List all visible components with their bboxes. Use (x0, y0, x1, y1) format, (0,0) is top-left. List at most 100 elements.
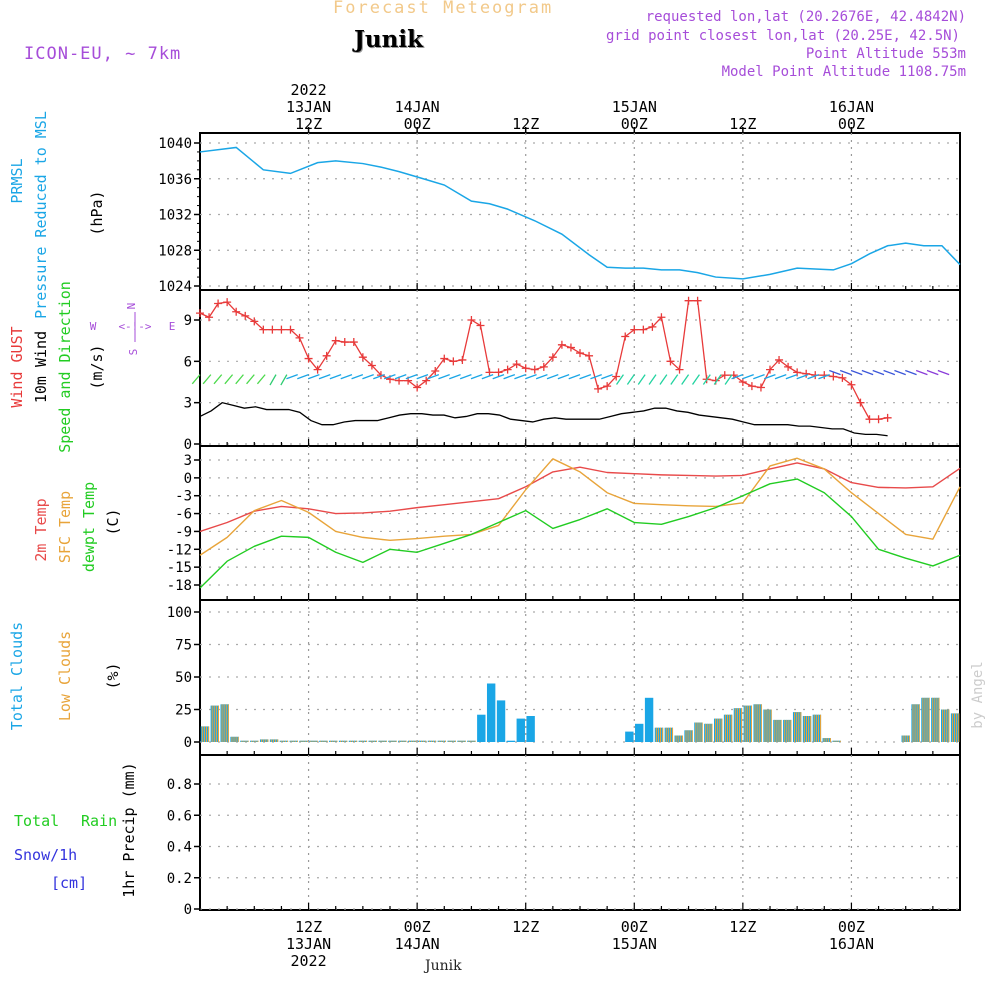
gust-point-marker (313, 365, 322, 374)
low-clouds-bar (774, 719, 776, 742)
low-clouds-bar (778, 719, 780, 742)
low-clouds-bar (314, 740, 316, 742)
low-clouds-bar (729, 714, 731, 742)
low-clouds-bar (744, 705, 746, 742)
low-clouds-bar (389, 740, 391, 742)
low-clouds-bar (361, 740, 363, 742)
low-clouds-bar (827, 738, 829, 742)
wind-direction-arrow (405, 374, 418, 380)
gust-point-marker (467, 316, 476, 324)
time-label-bottom: 2022 (291, 952, 327, 970)
gust-point-marker (512, 360, 521, 369)
gust-point-marker (395, 376, 404, 385)
gust-point-marker (413, 383, 422, 392)
low-clouds-bar (679, 735, 681, 742)
wind-direction-arrow (383, 374, 396, 380)
wind-direction-arrow (568, 374, 581, 380)
low-clouds-bar (839, 740, 841, 742)
pressure-label-msl: Pressure Reduced to MSL (32, 111, 50, 319)
gust-point-marker (476, 321, 485, 330)
low-clouds-bar (435, 740, 437, 742)
precip-cm-label: [cm] (51, 874, 87, 892)
gust-point-marker (693, 296, 702, 305)
y-tick-label: 1040 (158, 136, 192, 152)
low-clouds-bar (403, 740, 405, 742)
location-title: Junik (354, 26, 423, 53)
gust-point-marker (856, 398, 865, 407)
time-label-top: 15JAN (612, 98, 657, 116)
wind-direction-arrow (246, 374, 255, 385)
gust-point-marker (214, 299, 223, 308)
low-clouds-bar (444, 740, 447, 742)
gust-point-marker (603, 382, 612, 391)
gust-point-marker (548, 353, 557, 362)
y-tick-label: 0.6 (167, 808, 192, 824)
low-clouds-bar (938, 697, 940, 742)
gust-point-marker (241, 311, 250, 320)
low-clouds-bar (409, 740, 411, 742)
low-clouds-bar (699, 722, 701, 742)
low-clouds-bar (766, 709, 768, 742)
wind-direction-arrow (362, 374, 374, 380)
low-clouds-bar (719, 718, 721, 742)
gust-point-marker (802, 369, 811, 378)
low-clouds-bar (300, 740, 302, 742)
total-clouds-bar (477, 714, 486, 742)
low-clouds-bar (837, 740, 839, 742)
wind-direction-arrow (438, 374, 450, 380)
gust-point-marker (458, 355, 467, 364)
low-clouds-bar (697, 722, 699, 742)
low-clouds-bar (902, 735, 904, 742)
gust-point-marker (657, 313, 666, 322)
low-clouds-bar (294, 740, 296, 742)
credit-watermark: by Angel (970, 661, 986, 728)
compass-east: E (169, 320, 176, 333)
gust-point-marker (367, 361, 376, 370)
low-clouds-bar (707, 723, 709, 742)
low-clouds-bar (342, 740, 344, 742)
low-clouds-bar (296, 740, 298, 742)
wind-direction-arrow (818, 374, 830, 380)
gust-point-marker (829, 372, 838, 381)
low-clouds-bar (430, 740, 432, 742)
low-clouds-bar (405, 740, 407, 742)
low-clouds-bar (829, 738, 831, 742)
low-clouds-bar (217, 705, 219, 742)
low-clouds-bar (689, 730, 691, 742)
low-clouds-bar (369, 740, 371, 742)
y-tick-label: 75 (175, 638, 192, 654)
temp-2m-series-line (199, 462, 961, 533)
low-clouds-bar (401, 740, 403, 742)
low-clouds-bar (375, 740, 377, 742)
time-label-bottom: 13JAN (286, 935, 331, 953)
gust-point-marker (449, 357, 458, 366)
total-clouds-bar (635, 723, 644, 742)
wind-direction-arrow (937, 369, 950, 376)
low-clouds-bar (741, 708, 743, 742)
low-clouds-bar (221, 704, 223, 742)
y-tick-label: 0.4 (167, 840, 192, 856)
clouds-unit: (%) (104, 662, 122, 689)
total-clouds-bar (269, 739, 279, 742)
low-clouds-bar (820, 714, 822, 742)
low-clouds-bar (440, 740, 442, 742)
panel-frame (199, 289, 961, 447)
low-clouds-bar (282, 740, 284, 742)
low-clouds-bar (203, 726, 205, 742)
wind-direction-arrow (459, 374, 472, 380)
panel-frame (199, 754, 961, 911)
low-clouds-bar (691, 730, 693, 742)
low-clouds-bar (208, 726, 210, 742)
wind-direction-arrow (224, 374, 234, 385)
dewpt-series-line (199, 478, 961, 589)
gust-point-marker (865, 415, 874, 424)
low-clouds-bar (956, 713, 958, 742)
low-clouds-bar (363, 740, 365, 742)
wind-direction-arrow (926, 369, 939, 376)
low-clouds-bar (922, 697, 924, 742)
wind-direction-arrow (839, 369, 852, 376)
panel-frame (199, 445, 961, 601)
low-clouds-bar (464, 740, 466, 742)
low-clouds-bar (687, 730, 689, 742)
low-clouds-bar (418, 740, 420, 742)
